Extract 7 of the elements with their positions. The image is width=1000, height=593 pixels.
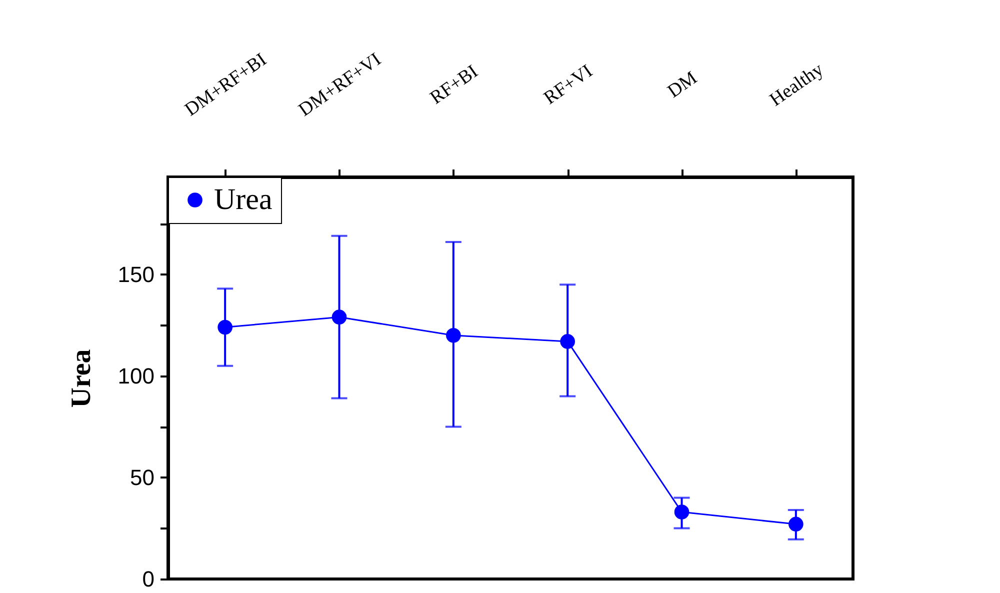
y-tick-label: 100 xyxy=(118,363,154,388)
y-tick-label: 150 xyxy=(118,262,154,287)
x-tick-label: DM xyxy=(664,67,702,102)
y-tick-label: 50 xyxy=(130,464,154,490)
y-axis-title: Urea xyxy=(66,349,97,408)
y-tick-label: 0 xyxy=(142,566,154,592)
legend-label: Urea xyxy=(214,183,272,216)
